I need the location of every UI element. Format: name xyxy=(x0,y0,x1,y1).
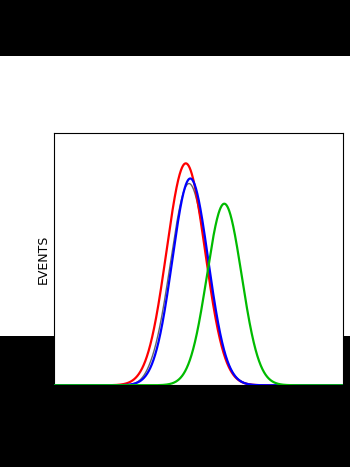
Y-axis label: EVENTS: EVENTS xyxy=(37,234,50,284)
Text: Phospho-JAK1 (T1034/1035) PE: Phospho-JAK1 (T1034/1035) PE xyxy=(66,392,332,407)
